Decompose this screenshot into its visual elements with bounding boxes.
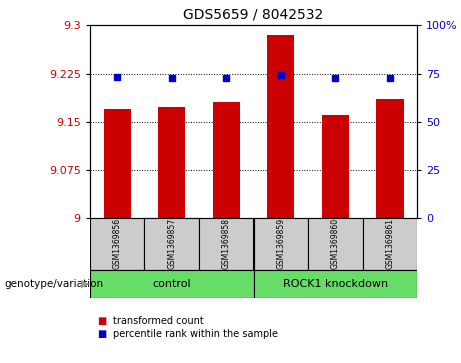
Bar bbox=[267, 35, 295, 218]
Bar bbox=[90, 270, 254, 298]
Text: ■: ■ bbox=[97, 316, 106, 326]
Title: GDS5659 / 8042532: GDS5659 / 8042532 bbox=[183, 8, 324, 21]
Bar bbox=[199, 218, 254, 270]
Bar bbox=[158, 107, 185, 218]
Text: GSM1369860: GSM1369860 bbox=[331, 218, 340, 269]
Bar bbox=[322, 115, 349, 218]
Bar bbox=[104, 109, 131, 218]
Text: ROCK1 knockdown: ROCK1 knockdown bbox=[283, 279, 388, 289]
Text: ▶: ▶ bbox=[81, 279, 89, 289]
Text: GSM1369858: GSM1369858 bbox=[222, 218, 231, 269]
Text: GSM1369857: GSM1369857 bbox=[167, 218, 176, 269]
Text: GSM1369859: GSM1369859 bbox=[276, 218, 285, 269]
Text: GSM1369861: GSM1369861 bbox=[385, 218, 395, 269]
Bar bbox=[308, 218, 363, 270]
Bar bbox=[254, 270, 417, 298]
Text: genotype/variation: genotype/variation bbox=[5, 279, 104, 289]
Text: ■: ■ bbox=[97, 329, 106, 339]
Text: GSM1369856: GSM1369856 bbox=[112, 218, 122, 269]
Bar bbox=[254, 218, 308, 270]
Bar bbox=[376, 99, 403, 218]
Bar bbox=[213, 102, 240, 218]
Bar bbox=[363, 218, 417, 270]
Text: percentile rank within the sample: percentile rank within the sample bbox=[113, 329, 278, 339]
Bar bbox=[144, 218, 199, 270]
Text: transformed count: transformed count bbox=[113, 316, 204, 326]
Text: control: control bbox=[153, 279, 191, 289]
Bar bbox=[90, 218, 144, 270]
